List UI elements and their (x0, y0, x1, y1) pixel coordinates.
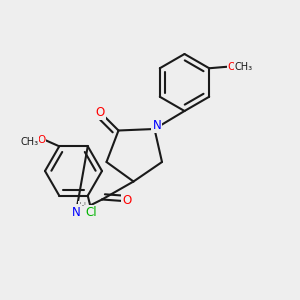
Text: N: N (72, 206, 81, 219)
Text: O: O (96, 106, 105, 119)
Text: O: O (228, 62, 236, 72)
Text: O: O (122, 194, 131, 208)
Text: Cl: Cl (85, 206, 97, 219)
Text: H: H (79, 202, 86, 212)
Text: CH₃: CH₃ (20, 137, 38, 147)
Text: N: N (152, 119, 161, 132)
Text: O: O (37, 135, 45, 145)
Text: CH₃: CH₃ (235, 62, 253, 72)
